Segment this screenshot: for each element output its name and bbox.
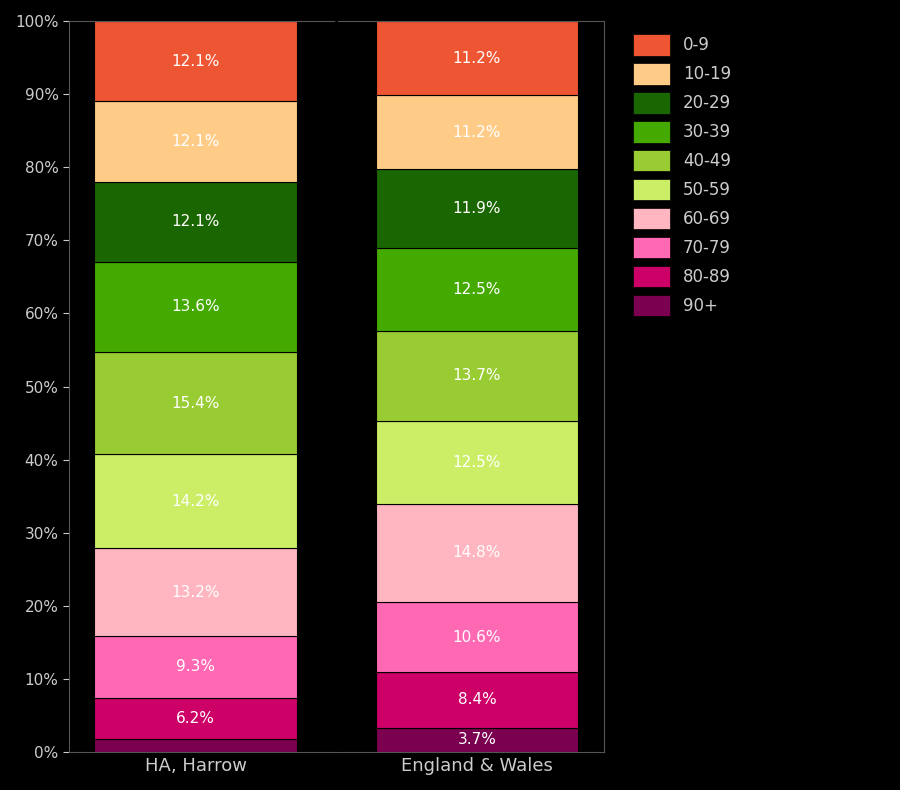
Text: 12.1%: 12.1% [171,54,220,69]
Bar [94,261,297,352]
Text: 10.6%: 10.6% [453,630,501,645]
Bar [94,101,297,182]
Text: 11.9%: 11.9% [453,201,501,216]
Bar [375,248,579,331]
Bar [375,21,579,95]
Bar [375,95,579,169]
Text: 12.5%: 12.5% [453,282,501,297]
Bar [94,636,297,698]
Bar [375,169,579,248]
Text: 13.6%: 13.6% [171,299,220,314]
Text: 6.2%: 6.2% [176,711,215,726]
Text: 14.8%: 14.8% [453,545,501,560]
Text: 13.7%: 13.7% [453,368,501,383]
Text: 15.4%: 15.4% [171,396,220,411]
Bar [94,182,297,261]
Text: 9.3%: 9.3% [176,660,215,675]
Bar [375,672,579,728]
Legend: 0-9, 10-19, 20-29, 30-39, 40-49, 50-59, 60-69, 70-79, 80-89, 90+: 0-9, 10-19, 20-29, 30-39, 40-49, 50-59, … [628,29,736,321]
Text: 12.1%: 12.1% [171,214,220,229]
Bar [375,504,579,602]
Bar [94,352,297,454]
Bar [375,728,579,752]
Text: 12.1%: 12.1% [171,134,220,149]
Bar [375,331,579,421]
Bar [94,698,297,739]
Bar [94,548,297,636]
Text: 8.4%: 8.4% [457,692,497,707]
Bar [94,454,297,548]
Text: 12.5%: 12.5% [453,455,501,470]
Text: 13.2%: 13.2% [171,585,220,600]
Text: 11.2%: 11.2% [453,51,501,66]
Text: 11.2%: 11.2% [453,125,501,140]
Bar [94,739,297,752]
Bar [375,602,579,672]
Text: 3.7%: 3.7% [457,732,497,747]
Bar [94,21,297,101]
Text: 14.2%: 14.2% [171,494,220,509]
Bar [375,421,579,504]
